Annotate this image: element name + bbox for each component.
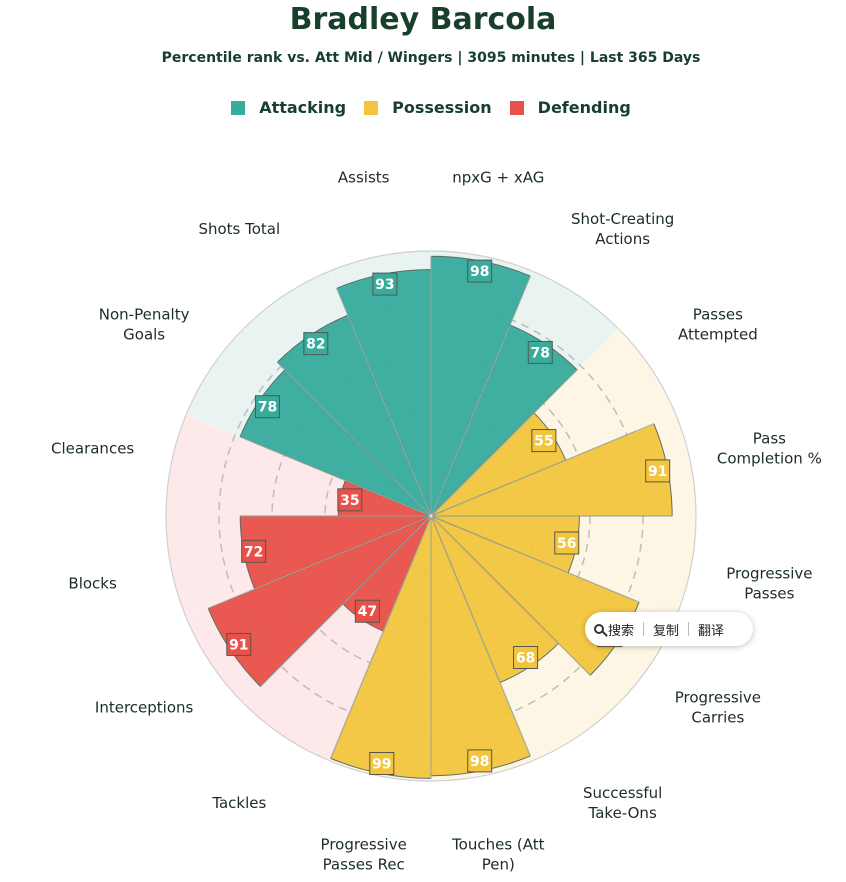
category-label-non-penalty-goals: Non-Penalty Goals	[99, 305, 190, 343]
category-label-interceptions: Interceptions	[95, 699, 194, 717]
category-label-assists: Assists	[338, 169, 390, 187]
popup-translate-button[interactable]: 翻译	[689, 620, 733, 639]
value-label-passes-attempted: 55	[534, 434, 553, 450]
value-label-shot-creating-actions: 78	[531, 345, 550, 361]
category-label-passes-attempted: Passes Attempted	[678, 305, 758, 343]
value-badge-assists: 93	[372, 272, 398, 296]
value-label-non-penalty-goals: 78	[258, 400, 277, 416]
category-label-progressive-passes-rec: Progressive Passes Rec	[321, 835, 407, 873]
legend-swatch-defending	[509, 100, 524, 115]
popup-search-label: 搜索	[608, 623, 635, 639]
value-badge-box	[303, 332, 329, 356]
value-badge-non-penalty-goals: 78	[254, 395, 280, 419]
value-badge-box	[531, 429, 557, 453]
sector-divider	[329, 515, 432, 761]
value-label-successful-take-ons: 68	[516, 651, 535, 667]
popup-copy-button[interactable]: 复制	[644, 620, 688, 639]
sector-divider	[243, 515, 432, 704]
value-badge-clearances: 35	[337, 488, 363, 512]
legend-label-defending: Defending	[537, 98, 631, 117]
legend-item-attacking: Attacking	[231, 98, 346, 117]
sector-divider	[430, 414, 676, 517]
value-badge-box	[369, 752, 395, 775]
popup-search-button[interactable]: 搜索	[585, 620, 643, 639]
value-label-shots-total: 82	[306, 337, 325, 353]
value-badge-passes-attempted: 55	[531, 429, 557, 453]
text-selection-popup: 搜索 复制 翻译	[585, 612, 753, 646]
legend-label-possession: Possession	[392, 98, 492, 117]
legend-item-possession: Possession	[364, 98, 492, 117]
value-badge-box	[337, 488, 363, 512]
value-badge-box	[645, 459, 671, 483]
value-label-blocks: 72	[244, 544, 263, 560]
value-label-interceptions: 91	[229, 637, 248, 653]
value-badge-shot-creating-actions: 78	[527, 340, 553, 364]
value-label-npxg-xag: 98	[470, 264, 489, 280]
category-label-blocks: Blocks	[68, 574, 117, 592]
value-badge-box	[372, 272, 398, 296]
category-label-tackles: Tackles	[211, 794, 266, 812]
sector-divider	[243, 328, 432, 517]
value-badge-progressive-passes-rec: 99	[369, 752, 395, 775]
value-badge-box	[254, 395, 280, 419]
category-label-successful-take-ons: Successful Take-Ons	[583, 784, 662, 822]
sector-divider	[186, 515, 432, 618]
sector-divider	[430, 271, 533, 517]
category-label-npxg-xag: npxG + xAG	[452, 169, 544, 187]
value-label-touches-att-pen: 98	[470, 754, 489, 770]
category-label-progressive-carries: Progressive Carries	[675, 689, 761, 727]
value-badge-progressive-passes: 56	[554, 531, 580, 555]
value-badge-shots-total: 82	[303, 332, 329, 356]
value-badge-box	[527, 340, 553, 364]
popup-divider	[688, 622, 690, 636]
value-badge-box	[467, 749, 493, 773]
chart-subtitle: Percentile rank vs. Att Mid / Wingers | …	[161, 50, 701, 66]
legend-swatch-possession	[364, 100, 379, 115]
legend-label-attacking: Attacking	[259, 98, 347, 117]
popup-divider	[643, 622, 645, 636]
category-label-clearances: Clearances	[51, 440, 134, 458]
value-badge-box	[467, 259, 493, 283]
value-badge-successful-take-ons: 68	[513, 646, 539, 670]
value-badge-blocks: 72	[241, 539, 267, 563]
popup-copy-label: 复制	[653, 623, 680, 639]
sector-divider	[186, 414, 432, 517]
value-badge-box	[354, 599, 380, 623]
legend: Attacking Possession Defending	[0, 98, 846, 117]
value-badge-box	[513, 646, 539, 670]
value-label-clearances: 35	[340, 493, 359, 509]
sector-divider	[430, 515, 676, 618]
search-icon	[594, 624, 604, 634]
value-label-assists: 93	[375, 277, 394, 293]
value-badge-touches-att-pen: 98	[467, 749, 493, 773]
category-label-shot-creating-actions: Shot-Creating Actions	[571, 210, 674, 248]
value-label-tackles: 47	[358, 604, 377, 620]
sector-divider	[430, 515, 619, 704]
popup-translate-label: 翻译	[698, 623, 725, 639]
legend-swatch-attacking	[231, 100, 246, 115]
category-label-touches-att-pen: Touches (Att Pen)	[451, 835, 545, 873]
value-badge-tackles: 47	[354, 599, 380, 623]
chart-title: Bradley Barcola	[289, 2, 557, 37]
sector-divider	[430, 515, 533, 761]
value-label-pass-completion: 91	[648, 464, 667, 480]
sector-divider	[430, 328, 619, 517]
category-label-shots-total: Shots Total	[198, 220, 280, 238]
value-badge-box	[226, 632, 252, 656]
value-badge-npxg-xag: 98	[467, 259, 493, 283]
value-label-progressive-passes-rec: 99	[372, 757, 391, 773]
value-badge-pass-completion: 91	[645, 459, 671, 483]
value-label-progressive-passes: 56	[557, 536, 576, 552]
legend-item-defending: Defending	[509, 98, 631, 117]
category-label-pass-completion: Pass Completion %	[717, 430, 822, 468]
value-badge-box	[241, 539, 267, 563]
value-badge-box	[554, 531, 580, 555]
value-badge-interceptions: 91	[226, 632, 252, 656]
sector-divider	[329, 271, 432, 517]
category-label-progressive-passes: Progressive Passes	[726, 564, 812, 602]
